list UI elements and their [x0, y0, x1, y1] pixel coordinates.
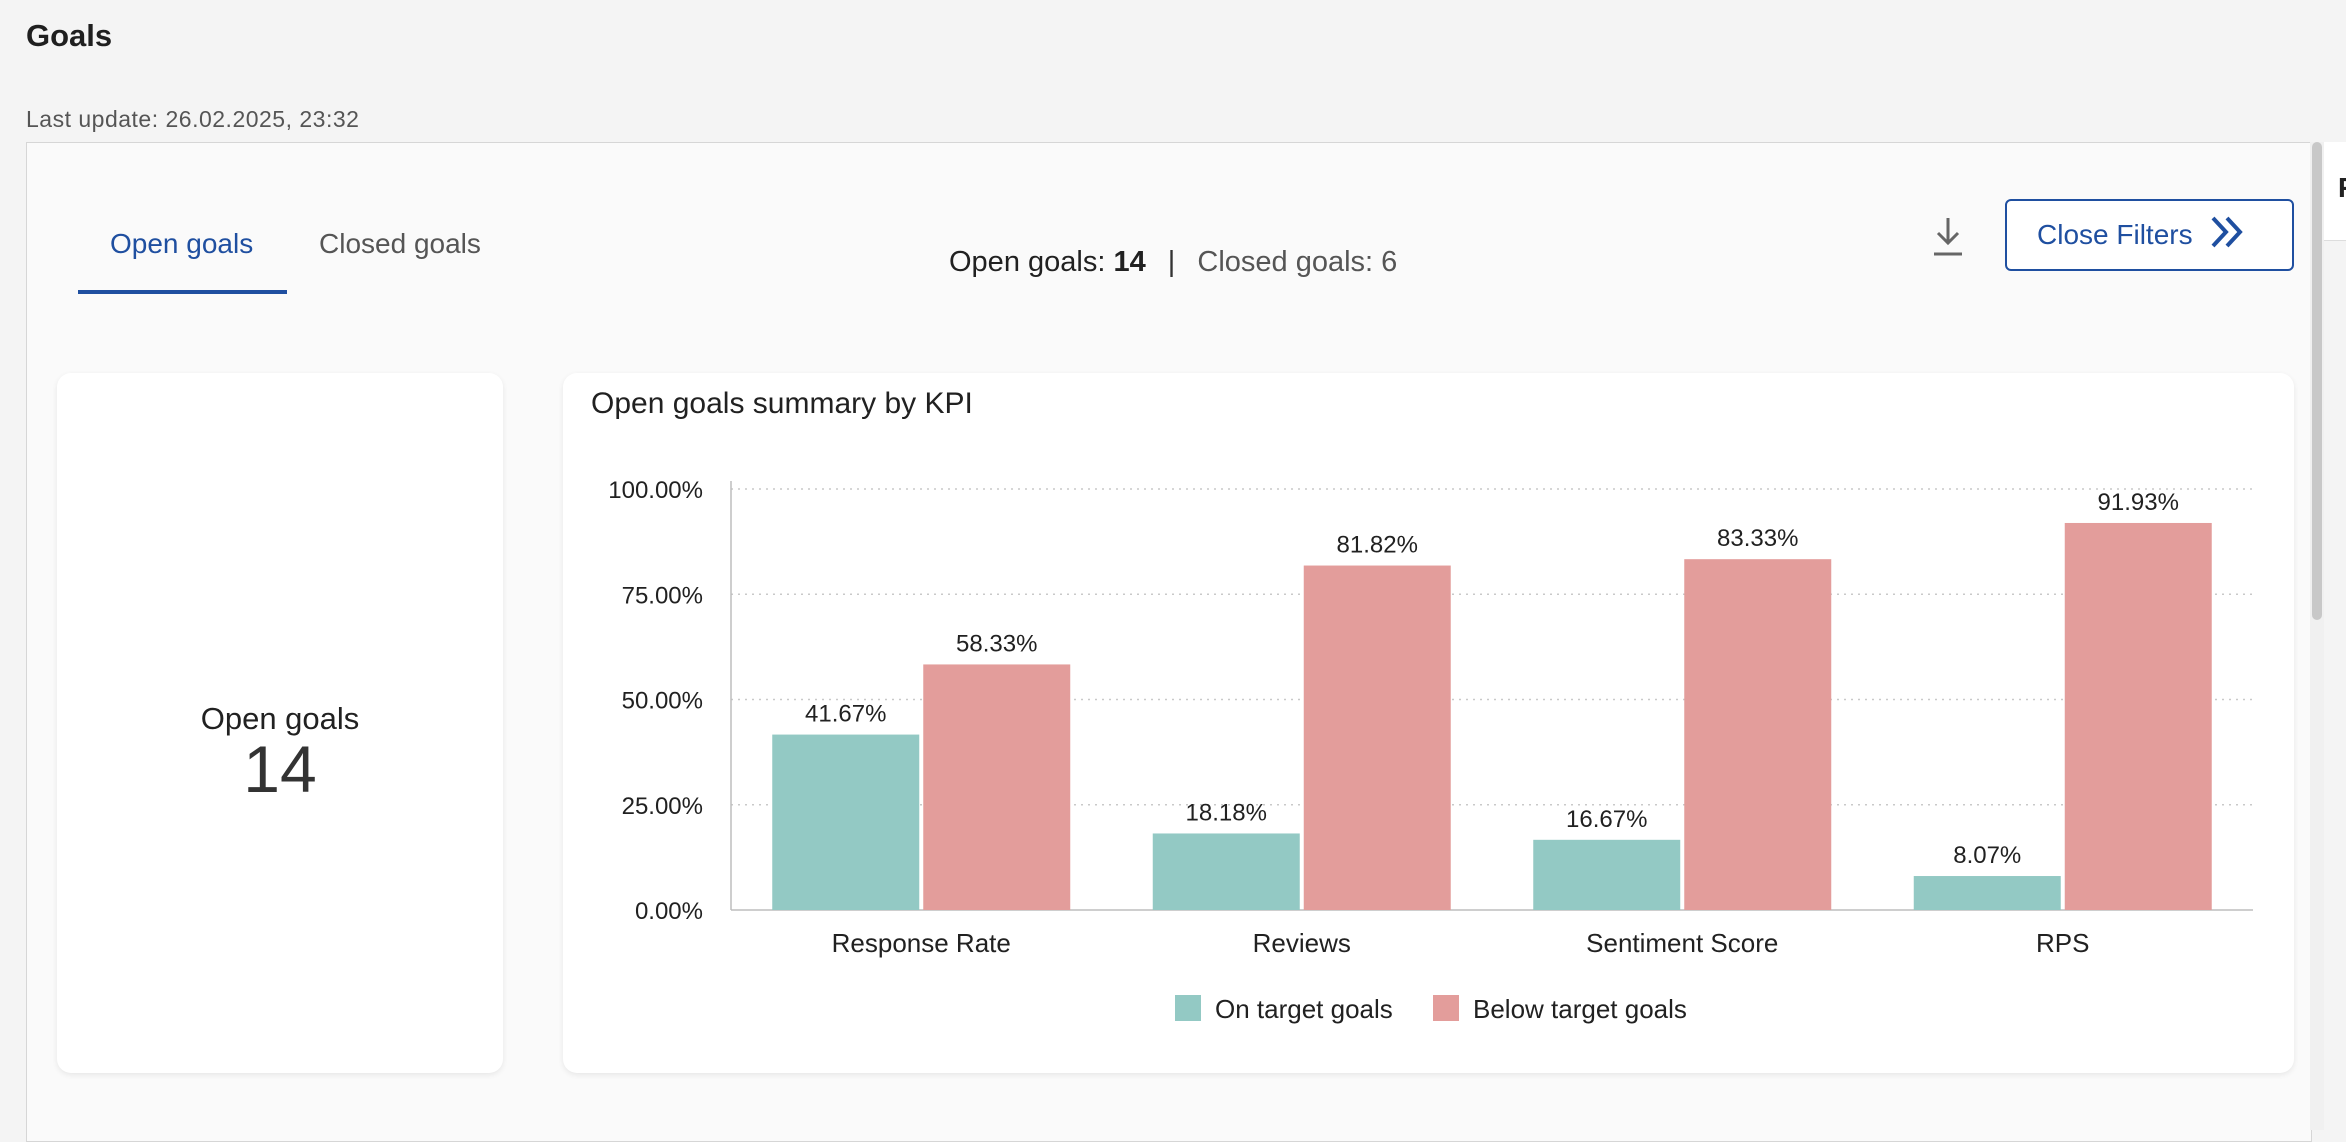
goal-counts: Open goals: 14 | Closed goals: 6 — [949, 246, 1397, 279]
data-label: 91.93% — [2098, 489, 2179, 516]
y-tick-label: 75.00% — [622, 582, 703, 609]
last-update-text: Last update: 26.02.2025, 23:32 — [26, 106, 360, 132]
x-tick-label: RPS — [2036, 928, 2089, 958]
summary-card-label: Open goals — [200, 701, 360, 736]
kpi-chart-card: Open goals summary by KPI 0.00% 25.00% 50.… — [563, 373, 2294, 1073]
data-label: 83.33% — [1717, 525, 1798, 552]
download-button[interactable] — [1928, 212, 1968, 260]
data-label: 58.33% — [956, 630, 1037, 657]
y-tick-label: 0.00% — [635, 898, 703, 925]
filters-panel-edge-text: F — [2338, 172, 2346, 204]
y-tick-label: 100.00% — [608, 477, 703, 504]
chart-title: Open goals summary by KPI — [591, 387, 973, 420]
close-filters-label: Close Filters — [2037, 219, 2193, 250]
open-goals-count-label: Open goals: — [949, 246, 1106, 278]
legend-swatch-below-target — [1433, 995, 1459, 1021]
data-label: 8.07% — [1953, 842, 2021, 869]
x-tick-label: Response Rate — [832, 928, 1011, 958]
closed-goals-count-value: 6 — [1381, 246, 1398, 278]
y-tick-label: 25.00% — [622, 793, 703, 820]
data-label: 18.18% — [1186, 799, 1267, 826]
y-tick-label: 50.00% — [622, 688, 703, 715]
data-label: 81.82% — [1337, 532, 1418, 559]
bar-on-target — [1913, 876, 2061, 910]
active-tab-indicator — [78, 290, 287, 294]
open-goals-summary-card: Open goals 14 — [57, 373, 503, 1073]
open-goals-count-value: 14 — [1113, 246, 1146, 278]
summary-card-value: 14 — [243, 732, 317, 806]
download-icon — [1934, 218, 1962, 256]
kpi-bar-chart: 0.00% 25.00% 50.00% 75.00% 100.00% 41.67% 58.3… — [608, 477, 2253, 1024]
bar-below-target — [2064, 522, 2212, 910]
x-tick-label: Reviews — [1253, 928, 1351, 958]
bar-below-target — [923, 664, 1071, 910]
tab-open-goals[interactable]: Open goals — [110, 228, 254, 259]
legend-label: Below target goals — [1473, 994, 1687, 1024]
legend-label: On target goals — [1215, 994, 1393, 1024]
data-label: 16.67% — [1566, 806, 1647, 833]
filters-panel-edge: F — [2324, 142, 2346, 241]
closed-goals-count-label: Closed goals: — [1197, 246, 1374, 278]
tab-closed-goals[interactable]: Closed goals — [319, 228, 481, 259]
scrollbar-thumb[interactable] — [2312, 142, 2322, 620]
bar-below-target — [1684, 559, 1832, 910]
counts-separator: | — [1167, 246, 1176, 278]
bar-on-target — [1152, 833, 1300, 910]
legend-swatch-on-target — [1175, 995, 1201, 1021]
page-title: Goals — [26, 18, 113, 53]
double-chevron-right-icon — [2209, 214, 2247, 257]
data-label: 41.67% — [805, 701, 886, 728]
close-filters-button[interactable]: Close Filters — [2005, 199, 2294, 271]
bar-on-target — [772, 734, 920, 910]
bar-below-target — [1303, 565, 1451, 910]
bar-on-target — [1533, 839, 1681, 910]
x-tick-label: Sentiment Score — [1586, 928, 1778, 958]
